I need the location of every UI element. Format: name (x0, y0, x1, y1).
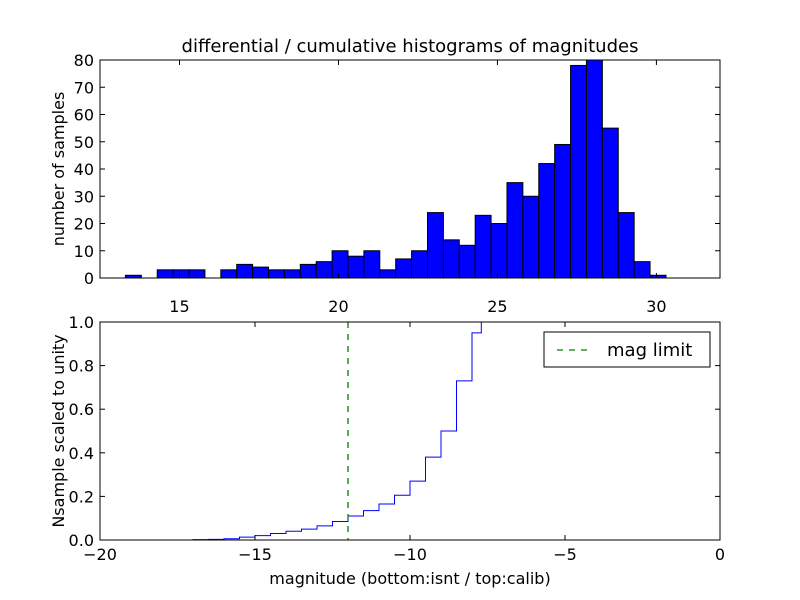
cumulative-y-ticks: 0.0 0.2 0.4 0.6 0.8 1.0 (69, 313, 720, 550)
histogram-bar (172, 269, 190, 279)
y-tick-label: 30 (74, 187, 94, 206)
x-tick-label: −5 (553, 545, 577, 564)
y-tick-label: 0.6 (69, 400, 94, 419)
histogram-ylabel: number of samples (49, 92, 68, 247)
cumulative-lines (100, 321, 720, 541)
y-tick-label: 80 (74, 51, 94, 70)
cumulative-ylabel: Nsample scaled to unity (49, 334, 68, 527)
histogram-bar (411, 250, 428, 279)
cumulative-panel: Nsample scaled to unity magnitude (botto… (49, 313, 725, 588)
histogram-bar (315, 261, 333, 279)
y-tick-label: 20 (74, 215, 94, 234)
histogram-bar (538, 163, 556, 279)
histogram-bars (124, 59, 667, 279)
y-tick-label: 50 (74, 133, 94, 152)
x-tick-label: −10 (393, 545, 427, 564)
x-tick-label: 15 (169, 297, 189, 316)
x-tick-label: 0 (715, 545, 725, 564)
histogram-bar (442, 239, 460, 279)
histogram-bar (522, 195, 540, 279)
histogram-bar (299, 263, 317, 279)
histogram-x-ticks: 15 20 25 30 (169, 60, 667, 316)
x-tick-label: 20 (328, 297, 348, 316)
histogram-bar (474, 214, 492, 279)
x-tick-label: 25 (487, 297, 507, 316)
histogram-bar (506, 182, 524, 279)
y-tick-label: 0.8 (69, 357, 94, 376)
histogram-bar (363, 250, 381, 279)
legend: mag limit (543, 331, 711, 368)
histogram-bar (220, 269, 238, 279)
histogram-bar (347, 255, 365, 279)
histogram-bar (585, 59, 603, 279)
y-tick-label: 0.0 (69, 531, 94, 550)
y-tick-label: 40 (74, 160, 94, 179)
legend-label-mag-limit: mag limit (607, 340, 692, 361)
histogram-bar (283, 269, 301, 279)
histogram-y-ticks: 0 10 20 30 40 50 60 70 80 (74, 51, 720, 288)
cumulative-xlabel: magnitude (bottom:isnt / top:calib) (269, 569, 550, 588)
histogram-bar (554, 143, 572, 279)
histogram-bar (601, 127, 619, 279)
histogram-bar (570, 64, 587, 279)
y-tick-label: 60 (74, 106, 94, 125)
x-tick-label: −15 (238, 545, 272, 564)
histogram-bar (633, 261, 651, 279)
histogram-bar (395, 258, 413, 279)
histogram-bar (617, 212, 635, 279)
histogram-bar (426, 212, 444, 279)
x-tick-label: 30 (646, 297, 666, 316)
histogram-bar (379, 269, 397, 279)
histogram-bar (252, 266, 270, 279)
y-tick-label: 0 (84, 269, 94, 288)
y-tick-label: 1.0 (69, 313, 94, 332)
histogram-bar (458, 244, 476, 279)
y-tick-label: 0.2 (69, 487, 94, 506)
y-tick-label: 70 (74, 78, 94, 97)
y-tick-label: 0.4 (69, 444, 94, 463)
histogram-bar (331, 250, 349, 279)
histogram-bar (236, 263, 254, 279)
histogram-bar (490, 223, 508, 279)
histogram-bar (156, 269, 174, 279)
y-tick-label: 10 (74, 242, 94, 261)
x-tick-label: −20 (83, 545, 117, 564)
histogram-panel: differential / cumulative histograms of … (49, 36, 721, 316)
histogram-title: differential / cumulative histograms of … (182, 36, 639, 57)
histogram-bar (268, 269, 285, 279)
cumulative-x-ticks: −20 −15 −10 −5 0 (83, 322, 725, 564)
cumulative-step-line (100, 321, 720, 541)
histogram-bar (188, 269, 206, 279)
